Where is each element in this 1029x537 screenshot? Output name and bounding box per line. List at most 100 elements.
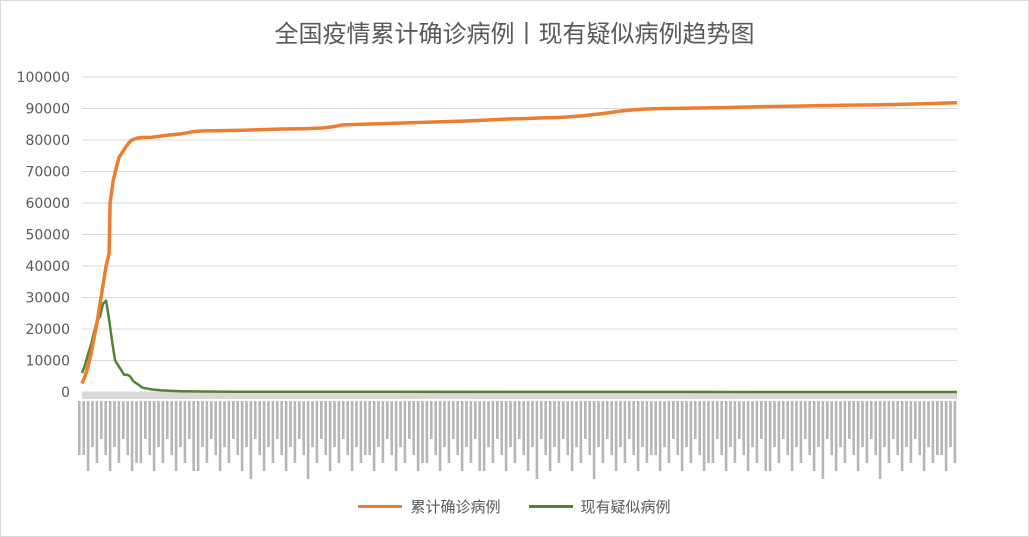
x-tick-label [504, 401, 508, 471]
x-tick-label [782, 401, 785, 439]
series-line-confirmed [80, 101, 958, 385]
x-tick-label [390, 401, 393, 455]
x-tick-label [210, 401, 213, 439]
x-tick-label [355, 401, 358, 447]
y-tick-label: 50000 [25, 228, 70, 244]
x-tick-label [188, 401, 191, 439]
x-tick-label [496, 401, 499, 439]
x-tick-label [443, 401, 446, 447]
x-tick-label [808, 401, 811, 455]
y-tick-label: 20000 [25, 322, 70, 338]
x-tick-label [676, 401, 679, 455]
x-tick-label [535, 401, 539, 479]
x-tick-label [126, 401, 129, 455]
x-tick-label [641, 401, 644, 447]
x-tick-label [839, 401, 842, 447]
x-tick-label [777, 401, 781, 463]
x-tick-label [610, 401, 613, 455]
x-tick-label [918, 401, 921, 455]
x-tick-label [509, 401, 512, 447]
x-tick-label [148, 401, 151, 455]
x-tick-label [240, 401, 244, 471]
x-tick-label [100, 401, 103, 439]
x-tick-label [276, 401, 279, 439]
x-tick-label [377, 401, 380, 447]
x-tick-label [104, 401, 107, 455]
x-tick-label [786, 401, 789, 455]
x-tick-label [408, 401, 411, 439]
x-tick-label [623, 401, 627, 463]
x-tick-label [628, 401, 631, 439]
x-tick-label [174, 401, 178, 471]
x-tick-label [289, 401, 292, 447]
x-tick-label [86, 401, 90, 471]
x-tick-label [588, 401, 591, 455]
x-tick-label [711, 401, 715, 463]
x-tick-label [575, 401, 578, 447]
x-tick-label [852, 401, 855, 455]
x-tick-label [262, 401, 266, 471]
x-tick-label [518, 401, 521, 439]
x-tick-label [491, 401, 495, 463]
x-tick-label [773, 401, 776, 447]
x-tick-label [337, 401, 341, 463]
x-tick-label [804, 401, 807, 439]
x-tick-label [78, 401, 81, 455]
x-tick-label [267, 401, 270, 447]
x-tick-label [364, 401, 367, 455]
x-tick-label [183, 401, 187, 463]
y-axis-ticks: 0 10000 20000 30000 40000 50000 60000 70000 8000… [17, 70, 70, 401]
x-tick-label [606, 401, 609, 439]
x-tick-label [311, 401, 314, 447]
x-tick-label [865, 401, 869, 463]
x-tick-label [271, 401, 275, 463]
x-tick-label [584, 401, 587, 439]
legend-item-suspected: 现有疑似病例 [528, 496, 671, 517]
x-tick-label [592, 401, 596, 479]
x-tick-label [887, 401, 891, 463]
x-tick-label [214, 401, 217, 455]
x-tick-label [764, 401, 767, 471]
x-tick-label [949, 401, 952, 447]
x-tick-label [368, 401, 371, 455]
x-tick-label [500, 401, 503, 455]
x-tick-label [874, 401, 877, 455]
x-tick-label [91, 401, 94, 447]
x-tick-label [812, 401, 816, 471]
x-tick-label [452, 401, 455, 439]
x-tick-label [425, 401, 429, 463]
x-tick-label [760, 401, 763, 439]
x-tick-label [566, 401, 569, 455]
x-tick-label [95, 401, 99, 463]
x-tick-label [416, 401, 420, 471]
x-tick-label [562, 401, 565, 439]
x-tick-label [421, 401, 424, 463]
x-tick-label [399, 401, 402, 447]
x-tick-label [324, 401, 327, 455]
x-tick-label [346, 401, 349, 455]
x-tick-label [465, 401, 468, 447]
x-tick-label [716, 401, 719, 439]
series-line-suspected [80, 299, 958, 394]
x-tick-label [438, 401, 442, 471]
x-tick-label [236, 401, 239, 455]
x-tick-label [166, 401, 169, 439]
x-tick-label [790, 401, 794, 471]
x-tick-label [469, 401, 473, 463]
x-tick-label [157, 401, 160, 447]
x-tick-label [619, 401, 622, 447]
x-tick-label [856, 401, 860, 471]
x-tick-label [900, 401, 904, 471]
legend-swatch-confirmed [358, 505, 403, 508]
x-tick-label [768, 401, 772, 471]
y-tick-label: 40000 [25, 259, 70, 275]
legend-label-suspected: 现有疑似病例 [580, 498, 671, 516]
x-tick-label [579, 401, 583, 463]
x-tick-label [218, 401, 222, 471]
x-tick-label [826, 401, 829, 439]
x-tick-label [513, 401, 517, 463]
x-tick-label [751, 401, 754, 447]
x-tick-label [689, 401, 693, 463]
x-tick-label [350, 401, 354, 471]
x-tick-label [280, 401, 283, 455]
